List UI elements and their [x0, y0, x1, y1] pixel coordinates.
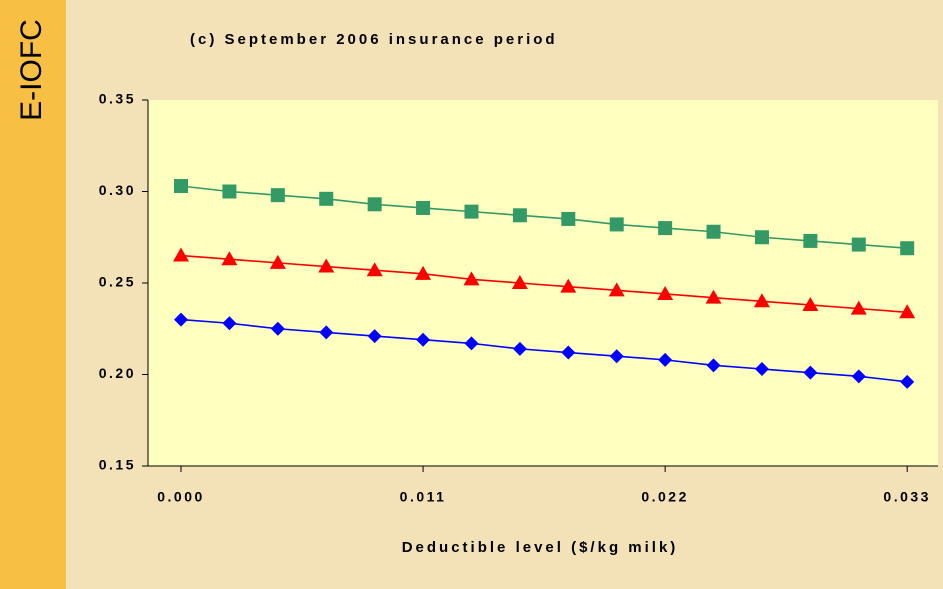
- y-tick-label: 0.20: [99, 365, 136, 381]
- marker: [319, 191, 334, 206]
- marker: [609, 217, 624, 232]
- x-axis-label: Deductible level ($/kg milk): [402, 539, 679, 556]
- marker: [900, 374, 915, 389]
- marker: [657, 285, 674, 300]
- marker: [511, 275, 528, 289]
- marker: [850, 300, 867, 315]
- marker: [705, 289, 722, 304]
- y-tick-label: 0.15: [99, 457, 136, 473]
- marker: [416, 332, 431, 347]
- marker: [221, 251, 238, 266]
- marker: [318, 258, 335, 273]
- marker: [416, 200, 431, 215]
- marker: [899, 304, 916, 319]
- marker: [174, 179, 189, 194]
- marker: [222, 184, 237, 199]
- marker: [851, 369, 866, 384]
- marker: [803, 233, 818, 248]
- marker: [802, 296, 819, 311]
- plot-area: [148, 100, 938, 466]
- x-tick-label: 0.011: [400, 489, 447, 505]
- marker: [706, 358, 721, 373]
- marker: [269, 254, 286, 269]
- side-bar: [0, 0, 66, 589]
- marker: [174, 312, 189, 327]
- series-line: [180, 254, 908, 314]
- marker: [658, 221, 673, 236]
- marker: [561, 345, 576, 360]
- marker: [367, 329, 382, 344]
- marker: [512, 208, 527, 223]
- marker: [464, 204, 479, 219]
- marker: [609, 349, 624, 364]
- marker: [706, 224, 721, 239]
- marker: [561, 211, 576, 226]
- y-tick-label: 0.35: [99, 91, 136, 107]
- marker: [658, 352, 673, 367]
- marker: [608, 282, 625, 297]
- chart-title: (c) September 2006 insurance period: [190, 31, 558, 48]
- marker: [851, 237, 866, 252]
- marker: [173, 247, 190, 262]
- marker: [900, 241, 915, 256]
- marker: [464, 336, 479, 351]
- marker: [512, 341, 527, 356]
- marker: [560, 278, 577, 293]
- series-line: [180, 318, 908, 383]
- y-tick-label: 0.30: [99, 182, 136, 198]
- marker: [803, 365, 818, 380]
- marker: [319, 325, 334, 340]
- marker: [753, 293, 770, 308]
- marker: [415, 265, 432, 280]
- x-tick-label: 0.000: [157, 489, 205, 505]
- side-label: E-IOFC: [15, 19, 48, 121]
- marker: [367, 197, 382, 212]
- marker: [366, 262, 383, 277]
- series-line: [180, 185, 908, 250]
- marker: [754, 362, 769, 377]
- marker: [270, 321, 285, 336]
- marker: [754, 230, 769, 245]
- marker: [270, 188, 285, 203]
- x-tick-label: 0.022: [641, 489, 689, 505]
- y-tick-label: 0.25: [99, 274, 136, 290]
- x-tick-label: 0.033: [883, 489, 931, 505]
- marker: [463, 271, 480, 286]
- marker: [222, 316, 237, 331]
